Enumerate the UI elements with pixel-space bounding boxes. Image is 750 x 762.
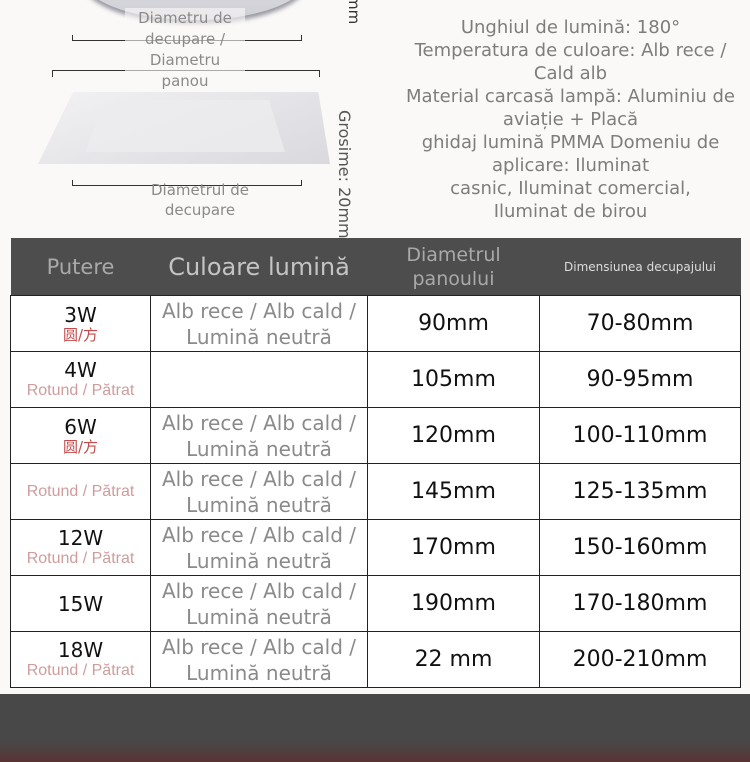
power-cell: 15W: [10, 575, 151, 632]
bottom-band: [0, 694, 750, 762]
thickness-label: Grosime: 20mm: [335, 110, 354, 239]
panel-diameter-cell: 105mm: [367, 351, 540, 408]
cutout-size-cell: 170-180mm: [539, 575, 741, 632]
table-row: Rotund / Pătrat Alb rece / Alb cald / Lu…: [10, 463, 741, 520]
feature-list: Unghiul de lumină: 180° Temperatura de c…: [398, 16, 743, 223]
panel-diameter-cell: 90mm: [367, 295, 540, 352]
table-header: Putere Culoare lumină Diametrul panoului…: [10, 238, 741, 296]
panel-diameter-cell: 145mm: [367, 463, 540, 520]
light-color-cell: Alb rece / Alb cald / Lumină neutră: [150, 463, 368, 520]
power-value: 18W: [57, 637, 104, 662]
power-cell: 12W Rotund / Pătrat: [10, 519, 151, 576]
cutout-panel-label: Diametru de decupare / Diametru panou: [125, 8, 245, 92]
table-row: 12W Rotund / Pătrat Alb rece / Alb cald /…: [10, 519, 741, 576]
light-color-cell: Alb rece / Alb cald / Lumină neutră: [150, 575, 368, 632]
shape-label: 圆/方: [62, 437, 99, 456]
power-value: 6W: [64, 414, 97, 439]
light-color-cell: Alb rece / Alb cald / Lumină neutră: [150, 631, 368, 688]
table-row: 4W Rotund / Pătrat 105mm 90-95mm: [10, 351, 741, 408]
light-color-cell: Alb rece / Alb cald / Lumină neutră: [150, 295, 368, 352]
cutout-size-cell: 90-95mm: [539, 351, 741, 408]
header-panel-diameter: Diametrul panoului: [367, 238, 540, 296]
feature-material: Material carcasă lampă: Aluminiu de avia…: [406, 86, 735, 130]
cutout-size-cell: 200-210mm: [539, 631, 741, 688]
cutout-size-cell: 70-80mm: [539, 295, 741, 352]
dimension-fragment: mm: [345, 0, 363, 25]
feature-application: ghidaj lumină PMMA Domeniu de aplicare: …: [421, 132, 720, 176]
table-row: 3W 圆/方 Alb rece / Alb cald / Lumină neutr…: [10, 295, 741, 352]
shape-overlay: Rotund / Pătrat: [26, 482, 135, 500]
table-row: 15W Alb rece / Alb cald / Lumină neutră …: [10, 575, 741, 632]
shape-overlay: Rotund / Pătrat: [26, 381, 135, 399]
table-row: 6W 圆/方 Alb rece / Alb cald / Lumină neutr…: [10, 407, 741, 464]
shape-overlay: Rotund / Pătrat: [26, 661, 135, 679]
header-light-color: Culoare lumină: [150, 238, 368, 296]
power-cell: 3W 圆/方: [10, 295, 151, 352]
panel-diameter-cell: 22 mm: [367, 631, 540, 688]
feature-color-temp: Temperatura de culoare: Alb rece / Cald …: [414, 40, 727, 84]
cutout-size-cell: 100-110mm: [539, 407, 741, 464]
cutout-label: Diametrul de decupare: [151, 181, 249, 219]
power-value: 3W: [64, 302, 97, 327]
panel-diameter-cell: 120mm: [367, 407, 540, 464]
feature-application-3: Iluminat de birou: [493, 201, 648, 222]
spec-table: Putere Culoare lumină Diametrul panoului…: [10, 238, 741, 688]
header-power: Putere: [10, 238, 151, 296]
header-cutout-size: Dimensiunea decupajului: [539, 238, 741, 296]
light-color-cell: Alb rece / Alb cald / Lumină neutră: [150, 407, 368, 464]
power-value: 15W: [57, 591, 104, 616]
feature-application-2: casnic, Iluminat comercial,: [450, 178, 691, 199]
cutout-size-cell: 125-135mm: [539, 463, 741, 520]
shape-label: 圆/方: [62, 325, 99, 344]
table-row: 18W Rotund / Pătrat Alb rece / Alb cald /…: [10, 631, 741, 688]
panel-diameter-cell: 190mm: [367, 575, 540, 632]
power-cell: 4W Rotund / Pătrat: [10, 351, 151, 408]
light-color-cell: [150, 351, 368, 408]
power-cell: 18W Rotund / Pătrat: [10, 631, 151, 688]
power-value: 12W: [57, 525, 104, 550]
feature-beam-angle: Unghiul de lumină: 180°: [460, 17, 681, 38]
square-panel-face: [85, 100, 285, 152]
panel-diameter-cell: 170mm: [367, 519, 540, 576]
light-color-cell: Alb rece / Alb cald / Lumină neutră: [150, 519, 368, 576]
power-value: 4W: [64, 357, 97, 382]
cutout-size-cell: 150-160mm: [539, 519, 741, 576]
shape-overlay: Rotund / Pătrat: [26, 549, 135, 567]
power-cell: Rotund / Pătrat: [10, 463, 151, 520]
dimension-line: [72, 180, 302, 186]
power-cell: 6W 圆/方: [10, 407, 151, 464]
